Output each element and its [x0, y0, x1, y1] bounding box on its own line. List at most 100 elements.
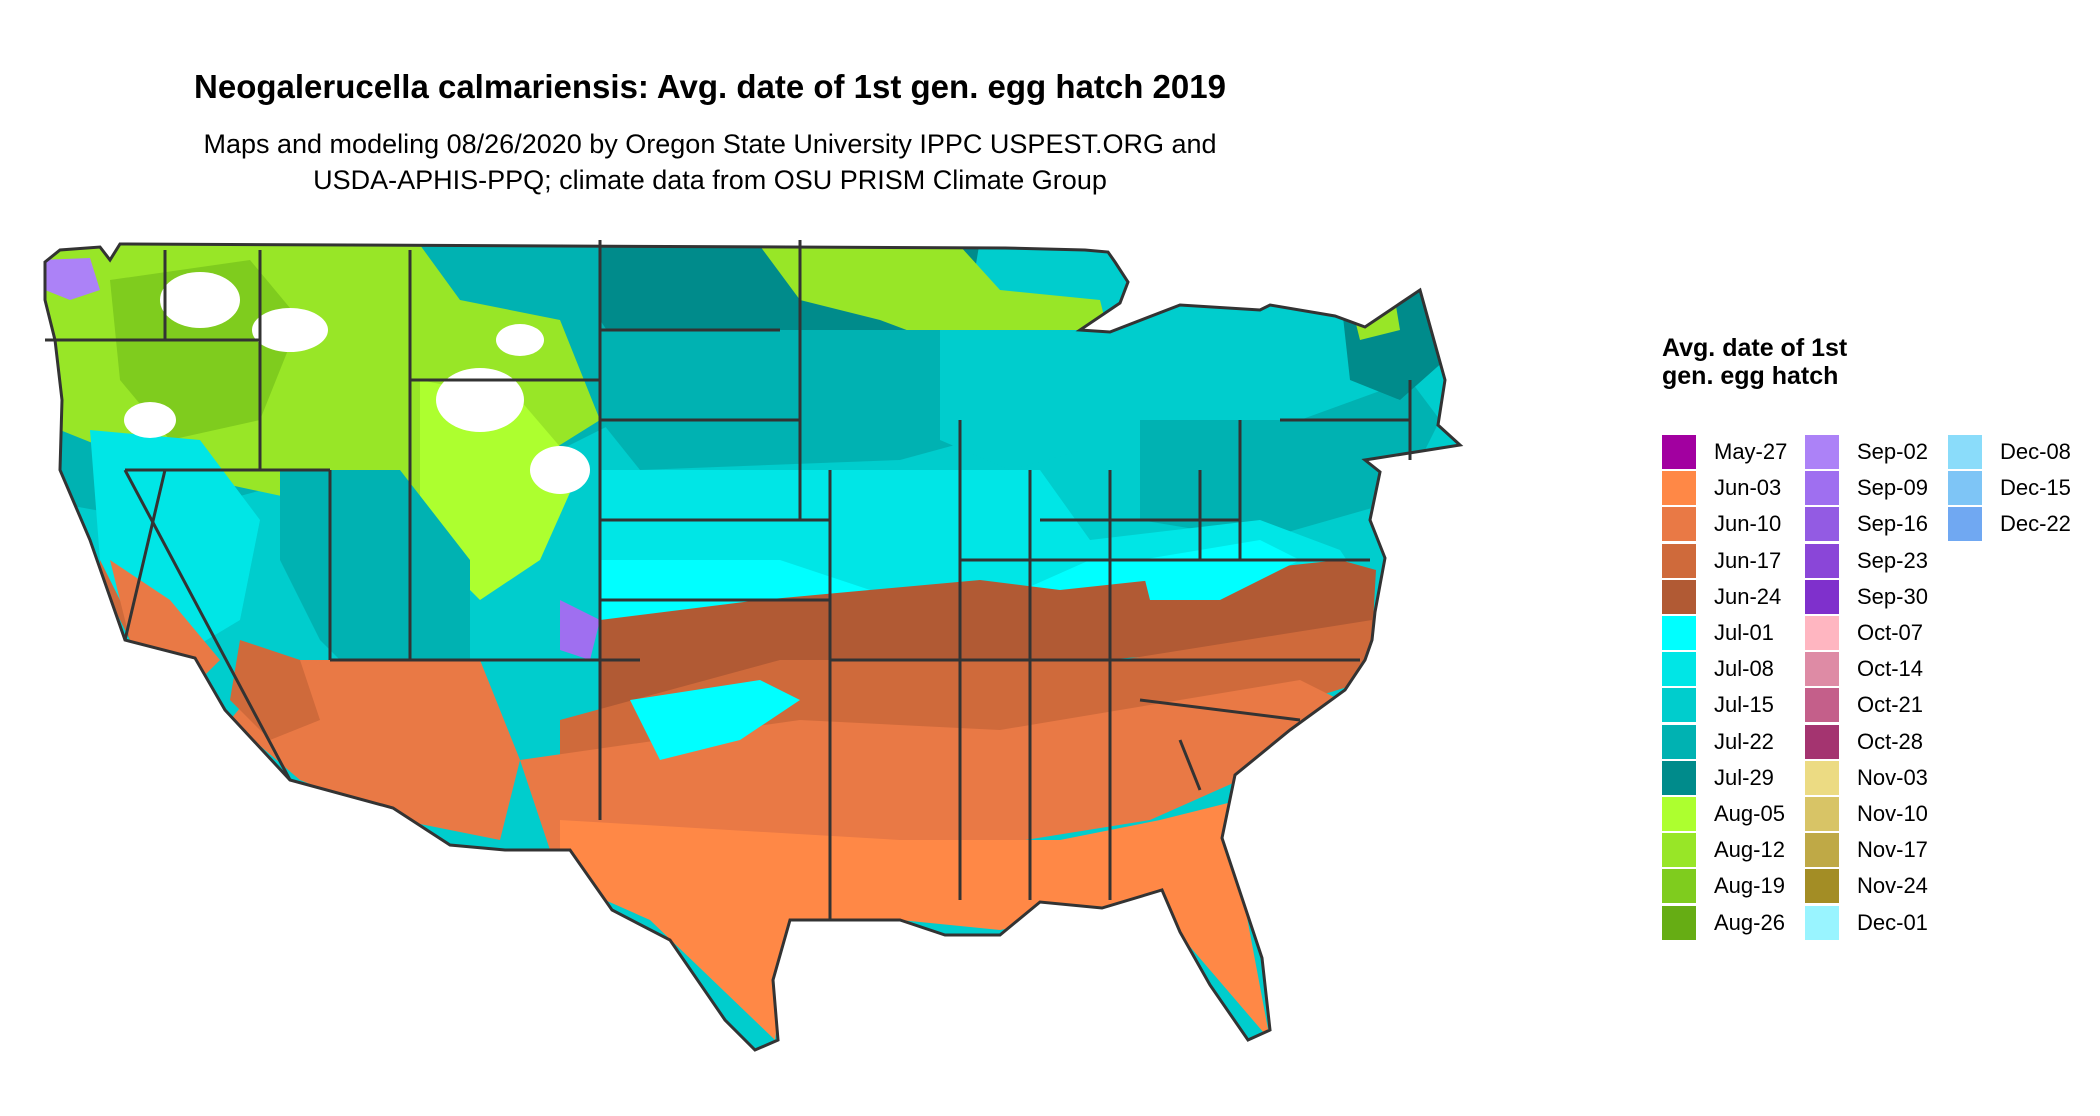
legend-item: Dec-15: [1948, 470, 2071, 506]
legend-label: Oct-07: [1857, 620, 1924, 645]
legend-swatch: [1805, 724, 1839, 759]
phenology-region: [110, 260, 300, 440]
legend-swatch: [1805, 543, 1839, 578]
phenology-region: [600, 330, 1010, 470]
no-data-patch: [160, 272, 240, 328]
legend-label: Jun-10: [1714, 511, 1782, 537]
legend-item: Oct-21: [1805, 687, 1923, 723]
phenology-regions: [45, 244, 1585, 1072]
legend-swatch: [1805, 507, 1839, 542]
phenology-region: [230, 640, 320, 740]
legend-label: Jun-03: [1714, 475, 1782, 501]
legend-item: Jul-08: [1662, 651, 1774, 687]
state-border: [123, 469, 167, 641]
legend-item: Dec-01: [1805, 905, 1928, 941]
legend-item: Jul-15: [1662, 687, 1774, 723]
legend-item: Oct-14: [1805, 651, 1923, 687]
phenology-region: [45, 258, 100, 300]
country-outline: [43, 242, 1464, 1052]
legend-label: Oct-28: [1857, 728, 1924, 754]
legend-label: Jul-15: [1714, 692, 1774, 718]
no-data-patch: [252, 308, 328, 352]
legend-swatch: [1662, 869, 1696, 904]
legend: Avg. date of 1st gen. egg hatch May-27 Ju…: [1662, 334, 2071, 940]
legend-swatch: [1662, 688, 1696, 723]
legend-swatch: [1662, 579, 1696, 614]
state-border: [123, 469, 292, 781]
legend-label: Aug-12: [1714, 837, 1785, 863]
state-border: [1139, 698, 1301, 722]
legend-swatch: [1805, 869, 1839, 904]
legend-swatch: [1662, 652, 1696, 687]
legend-label: Nov-24: [1857, 873, 1928, 899]
phenology-region: [760, 246, 1110, 350]
legend-swatch: [1662, 760, 1696, 795]
legend-swatch: [1805, 471, 1839, 506]
legend-swatch: [1805, 579, 1839, 614]
no-data-patch: [124, 402, 176, 438]
legend-item: Jun-17: [1662, 543, 1781, 579]
legend-items: May-27 Jun-03 Jun-10 Jun-17 Jun-24 Jul-01 Jul-…: [1662, 434, 2082, 974]
legend-item: Sep-09: [1805, 470, 1928, 506]
legend-label: Nov-10: [1857, 801, 1928, 826]
legend-item: Sep-30: [1805, 579, 1928, 615]
phenology-region: [630, 680, 800, 760]
legend-swatch: [1662, 833, 1696, 868]
legend-label: Dec-22: [2000, 511, 2071, 537]
phenology-region: [1545, 290, 1585, 330]
legend-item: Dec-08: [1948, 434, 2071, 470]
legend-swatch: [1805, 905, 1839, 940]
legend-swatch: [1662, 797, 1696, 831]
legend-label: Jul-01: [1714, 620, 1774, 645]
legend-item: May-27: [1662, 434, 1787, 470]
phenology-region: [1210, 1052, 1250, 1072]
legend-label: Sep-23: [1857, 547, 1928, 573]
legend-swatch: [1662, 435, 1696, 469]
us-phenology-map: [43, 240, 1585, 1072]
legend-item: Aug-05: [1662, 796, 1785, 832]
state-borders: [43, 240, 1464, 1052]
legend-item: Oct-07: [1805, 615, 1923, 651]
legend-item: Jun-24: [1662, 579, 1781, 615]
legend-label: Aug-05: [1714, 801, 1785, 826]
phenology-region: [940, 330, 1120, 470]
no-data-patch: [496, 324, 544, 356]
legend-swatch: [1662, 471, 1696, 506]
legend-swatch: [1805, 797, 1839, 831]
legend-label: Jul-08: [1714, 656, 1774, 682]
phenology-region: [560, 800, 1270, 1040]
legend-item: Jul-22: [1662, 724, 1774, 760]
phenology-region: [280, 470, 470, 700]
no-data-patch: [530, 446, 590, 494]
legend-swatch: [1805, 833, 1839, 868]
legend-swatch: [1948, 435, 1982, 469]
legend-label: Dec-01: [1857, 909, 1928, 935]
legend-item: Aug-26: [1662, 905, 1785, 941]
legend-label: Nov-03: [1857, 764, 1928, 790]
legend-label: May-27: [1714, 439, 1788, 464]
legend-label: Aug-26: [1714, 909, 1785, 935]
legend-label: Sep-30: [1857, 583, 1928, 609]
legend-item: Nov-10: [1805, 796, 1928, 832]
legend-label: Oct-14: [1857, 656, 1924, 682]
legend-item: Sep-23: [1805, 543, 1928, 579]
legend-swatch: [1948, 507, 1982, 542]
legend-swatch: [1805, 652, 1839, 687]
legend-label: Sep-02: [1857, 439, 1928, 464]
legend-item: Sep-02: [1805, 434, 1928, 470]
legend-label: Jul-22: [1714, 728, 1774, 754]
legend-swatch: [1662, 507, 1696, 542]
map-subtitle: Maps and modeling 08/26/2020 by Oregon S…: [120, 126, 1300, 198]
legend-label: Dec-08: [2000, 439, 2071, 464]
phenology-region: [560, 600, 600, 660]
legend-label: Aug-19: [1714, 873, 1785, 899]
legend-item: Nov-17: [1805, 832, 1928, 868]
legend-swatch: [1805, 760, 1839, 795]
phenology-region: [420, 380, 580, 600]
legend-item: Dec-22: [1948, 506, 2071, 542]
no-data-patch: [436, 368, 524, 432]
legend-label: Oct-21: [1857, 692, 1924, 718]
legend-swatch: [1662, 905, 1696, 940]
legend-item: Oct-28: [1805, 724, 1923, 760]
subtitle-line-1: Maps and modeling 08/26/2020 by Oregon S…: [203, 129, 1217, 159]
